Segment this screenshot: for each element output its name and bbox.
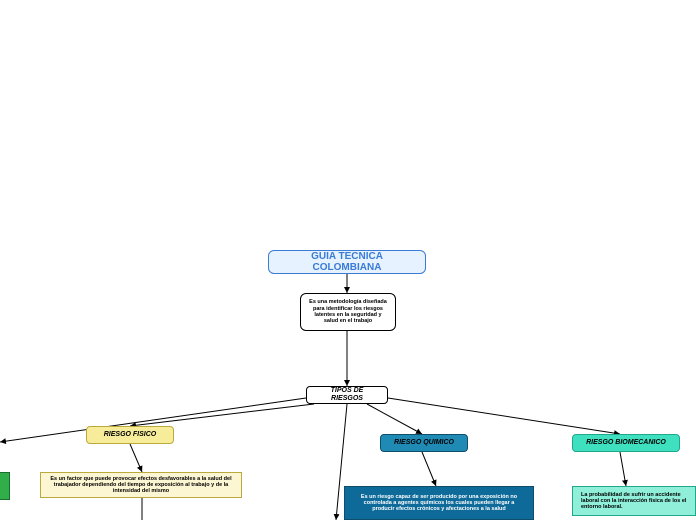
branch-fisico-desc-label: Es un factor que puede provocar efectos … [49, 476, 233, 495]
root-label: GUIA TECNICA COLOMBIANA [277, 251, 417, 274]
types-node: TIPOS DE RIESGOS [306, 386, 388, 404]
branch-biomecanico-desc-label: La probabilidad de sufrir un accidente l… [581, 492, 687, 511]
root-node: GUIA TECNICA COLOMBIANA [268, 250, 426, 274]
branch-quimico-title: RIESGO QUIMICO [380, 434, 468, 452]
left-edge-fragment [0, 472, 10, 500]
branch-biomecanico-title-label: RIESGO BIOMECANICO [586, 439, 666, 447]
branch-fisico-title: RIESGO FISICO [86, 426, 174, 444]
branch-quimico-desc: Es un riesgo capaz de ser producido por … [344, 486, 534, 520]
branch-biomecanico-desc: La probabilidad de sufrir un accidente l… [572, 486, 696, 516]
branch-biomecanico-title: RIESGO BIOMECANICO [572, 434, 680, 452]
branch-fisico-title-label: RIESGO FISICO [104, 431, 157, 439]
branch-fisico-desc: Es un factor que puede provocar efectos … [40, 472, 242, 498]
definition-node: Es una metodología diseñada para identif… [300, 293, 396, 331]
branch-quimico-title-label: RIESGO QUIMICO [394, 439, 454, 447]
branch-quimico-desc-label: Es un riesgo capaz de ser producido por … [353, 494, 525, 513]
types-label: TIPOS DE RIESGOS [315, 387, 379, 403]
definition-label: Es una metodología diseñada para identif… [309, 299, 387, 324]
